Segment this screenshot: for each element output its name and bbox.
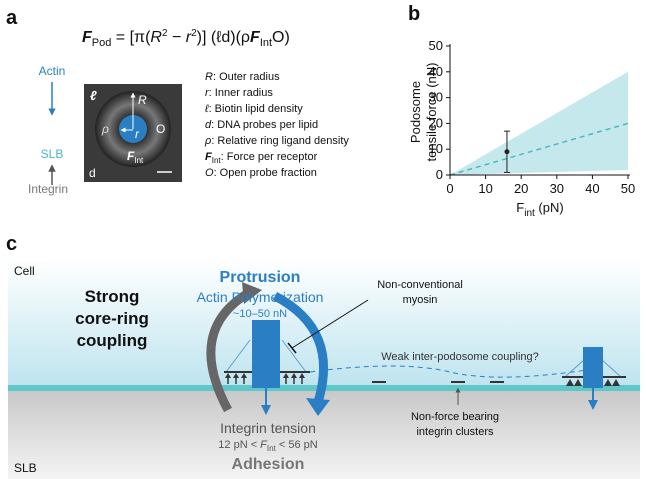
x-tick-label: 10 [478, 181, 492, 196]
image-label: r [135, 127, 140, 141]
image-label: ℓ [90, 88, 97, 103]
adhesion-title: Adhesion [232, 456, 305, 473]
x-axis-label: Fint (pN) [516, 200, 563, 219]
y-axis-label: tensile force (nN) [424, 63, 439, 162]
y-tick-label: 50 [429, 38, 443, 53]
panel-label: c [6, 233, 17, 255]
protrusion-force: ~10–50 nN [233, 308, 287, 320]
formula: FPod = [π(R2 − r2)] (ℓd)(ρFIntO) [82, 28, 290, 49]
coupling-label: Strong [85, 287, 140, 306]
clusters-label: integrin clusters [416, 426, 494, 438]
legend-item: O: Open probe fraction [205, 167, 317, 179]
curved-arrow [272, 292, 329, 404]
curved-arrow [206, 288, 253, 413]
legend-item: R: Outer radius [205, 71, 280, 83]
coupling-label: core-ring [75, 309, 149, 328]
image-label: R [138, 93, 147, 107]
y-axis-label: Podosome [408, 81, 423, 143]
podosome-core [252, 320, 280, 388]
fit-line [449, 122, 629, 176]
podosome-core [583, 347, 603, 388]
legend-item: r: Inner radius [205, 87, 273, 99]
image-label: d [89, 166, 96, 180]
y-tick-label: 30 [429, 90, 443, 105]
inhibition-end [287, 342, 297, 354]
clusters-label: Non-force bearing [411, 411, 499, 423]
protrusion-subtitle: Actin Polymerization [197, 289, 324, 305]
force-arrows [566, 379, 620, 386]
arrowhead [306, 398, 330, 416]
y-tick-label: 0 [436, 167, 443, 182]
force-arrows [225, 373, 305, 384]
image-label: ρ [101, 122, 109, 136]
x-tick-label: 20 [514, 181, 528, 196]
inhibition-line [291, 299, 369, 349]
legend-item: ℓ: Biotin lipid density [204, 103, 303, 115]
image-label: O [156, 122, 165, 136]
weak-coupling [309, 365, 601, 378]
panel-label: a [6, 7, 18, 29]
x-tick-label: 0 [446, 181, 453, 196]
y-tick-label: 40 [429, 64, 443, 79]
tension-label: Integrin tension [220, 420, 316, 436]
coupling-label: coupling [77, 331, 148, 350]
x-tick-label: 40 [585, 181, 599, 196]
x-tick-label: 30 [550, 181, 564, 196]
point [504, 149, 510, 155]
arrowhead [242, 282, 262, 304]
x-tick-label: 50 [621, 181, 635, 196]
panel-c: Cell SLB Strong core-ring coupling Protr… [8, 258, 640, 479]
myosin-label: myosin [403, 294, 438, 306]
myosin-label: Non-conventional [377, 279, 463, 291]
pathway-label: Integrin [28, 182, 68, 196]
region-label: Cell [14, 264, 35, 278]
protrusion-title: Protrusion [220, 269, 301, 286]
legend-item: FInt: Force per receptor [205, 151, 318, 165]
weak-coupling-label: Weak inter-podosome coupling? [381, 351, 539, 363]
tension-range: 12 pN < FInt < 56 pN [218, 439, 317, 453]
pathway-label: SLB [41, 147, 64, 161]
pathway-label: Actin [39, 64, 66, 78]
ring-link [225, 339, 307, 373]
legend-item: d: DNA probes per lipid [205, 119, 318, 131]
image-label: FInt [127, 149, 144, 165]
region-label: SLB [14, 461, 37, 475]
chart: Podosome tensile force (nN) Fint (pN) 0 1… [408, 38, 635, 219]
y-tick-label: 10 [429, 141, 443, 156]
panel-label: b [408, 3, 420, 25]
panel-a: FPod = [π(R2 − r2)] (ℓd)(ρFIntO) Actin S… [28, 28, 349, 196]
y-tick-label: 20 [429, 115, 443, 130]
legend: R: Outer radius r: Inner radius ℓ: Biotin … [204, 71, 349, 179]
confidence-band [450, 71, 628, 175]
legend-item: ρ: Relative ring ligand density [204, 135, 349, 147]
ring-link [565, 359, 621, 377]
